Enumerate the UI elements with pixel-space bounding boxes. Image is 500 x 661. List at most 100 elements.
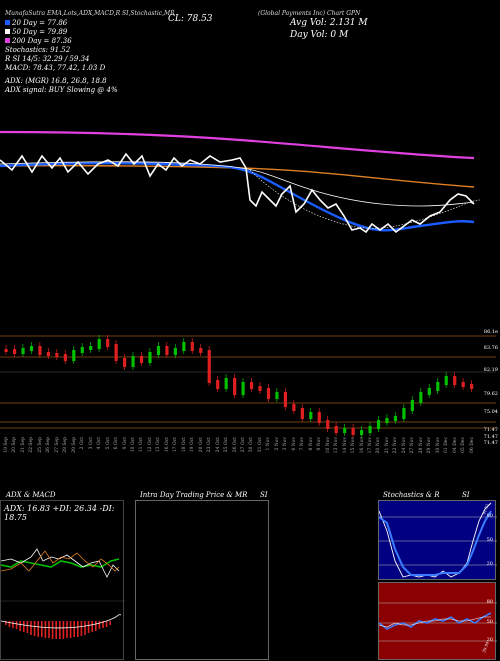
date-tick: 28 Nov <box>418 437 424 454</box>
candle-body <box>148 352 152 363</box>
ema50-swatch-icon <box>5 29 10 34</box>
candle-body <box>376 420 381 429</box>
candle-body <box>216 380 220 389</box>
adx-macd-title: ADX & MACD <box>6 491 56 499</box>
macd-bar <box>87 621 90 633</box>
macd-bar <box>102 621 104 628</box>
candle-body <box>190 342 194 351</box>
date-tick: 27 Oct <box>241 437 246 453</box>
level-label-7: 71.47 <box>483 434 498 440</box>
macd-bar <box>23 621 25 632</box>
date-tick: 21 Sep <box>20 437 26 453</box>
macd-bar <box>95 621 97 631</box>
ema200-swatch-icon <box>5 38 10 43</box>
candle-body <box>266 388 271 399</box>
macd-bar <box>80 621 83 636</box>
date-tick: 19 Oct <box>190 437 196 453</box>
stoch-value-label: 91.52 <box>481 502 490 515</box>
candle-body <box>207 350 211 383</box>
adx-line <box>1 558 120 568</box>
level-label-4: 79.62 <box>483 391 498 397</box>
candle-body <box>461 382 465 387</box>
rsi-panel: 39.94 80 50 20 <box>378 582 497 660</box>
candle-body <box>46 352 51 356</box>
date-tick: 22 Nov <box>393 437 399 454</box>
plus-di-line <box>1 548 120 578</box>
level-label-3: 82.19 <box>483 367 498 373</box>
intraday-panel <box>135 500 269 660</box>
ema200-line <box>0 130 475 160</box>
candle-body <box>97 339 101 349</box>
candle-body <box>393 416 398 421</box>
date-tick: 2 Nov <box>274 437 280 451</box>
candle-body <box>283 392 288 407</box>
candle-body <box>199 348 203 353</box>
level-label-6: 71.47 <box>483 427 498 433</box>
day-volume: Day Vol: 0 M <box>290 30 349 40</box>
level-label-8: 71.47 <box>483 440 498 446</box>
stoch-level-50: 50 <box>486 537 493 543</box>
candle-body <box>114 344 118 361</box>
candle-body <box>436 382 440 391</box>
candle-body <box>402 408 406 419</box>
rsi-signal-line <box>379 616 491 628</box>
date-tick: 25 Oct <box>224 437 230 453</box>
macd-bar <box>62 621 65 639</box>
stochastics-panel-title: Stochastics & R <box>383 491 440 499</box>
candle-body <box>80 347 84 353</box>
indicators-title: MunafaSutra EMA,Lots,ADX,MACD,R <box>5 10 121 17</box>
candle-body <box>38 346 42 355</box>
macd-bar <box>41 621 43 637</box>
r-si-text: R SI 14/5: 32.29 / 59.34 <box>5 54 90 63</box>
candle-body <box>343 428 347 433</box>
date-tick: 16 Oct <box>164 437 170 453</box>
candle-body <box>453 376 457 385</box>
candle-body <box>139 356 144 363</box>
macd-bar <box>48 621 50 638</box>
candle-body <box>258 386 262 391</box>
stochastics-si-label: SI <box>462 491 470 499</box>
candle-body <box>309 412 313 419</box>
price-levels <box>0 335 496 429</box>
candle-body <box>72 350 76 361</box>
level-label-5: 75.04 <box>483 409 498 415</box>
date-tick: 27 Nov <box>410 437 416 454</box>
candle-body <box>385 418 389 423</box>
intraday-si-label: SI <box>260 491 268 499</box>
date-tick: 13 Oct <box>156 437 162 453</box>
stochastics-text: Stochastics: 91.52 <box>5 45 71 54</box>
candle-body <box>123 358 127 367</box>
macd-bar <box>26 621 29 633</box>
minus-di-line <box>1 550 120 572</box>
ema50-label: 50 Day = 79.89 <box>12 27 68 36</box>
candle-body <box>182 342 186 351</box>
date-tick: 22 Sep <box>29 437 35 453</box>
date-tick: 11 Oct <box>139 437 145 453</box>
date-tick: 6 Nov <box>291 437 297 451</box>
macd-bar <box>5 621 7 625</box>
date-tick: 16 Nov <box>359 437 365 454</box>
macd-bar <box>8 621 11 627</box>
date-tick: 9 Nov <box>317 437 323 451</box>
macd-bar <box>15 621 18 629</box>
candle-body <box>292 404 296 411</box>
adx-values: ADX: 16.83 +DI: 26.34 -DI: 18.75 <box>4 504 115 522</box>
level-label-1: 86.1e <box>483 329 498 335</box>
date-tick: 12 Oct <box>147 437 153 453</box>
date-tick: 9 Oct <box>122 437 128 450</box>
date-tick: 29 Nov <box>427 437 433 454</box>
ema200-label: 200 Day = 87.36 <box>12 36 72 45</box>
date-tick: 20 Oct <box>198 437 204 453</box>
date-tick: 05 Dec <box>461 437 467 453</box>
macd-bar <box>109 621 111 625</box>
candle-body <box>63 354 67 361</box>
macd-bar <box>66 621 68 638</box>
macd-bar <box>77 621 79 637</box>
stochastic-line <box>0 152 475 234</box>
date-tick: 27 Sep <box>54 437 60 453</box>
candlesticks <box>4 335 474 438</box>
date-tick: 20 Nov <box>376 437 382 454</box>
candle-body <box>249 382 254 389</box>
macd-bar <box>44 621 47 638</box>
date-tick: 17 Oct <box>173 437 179 453</box>
